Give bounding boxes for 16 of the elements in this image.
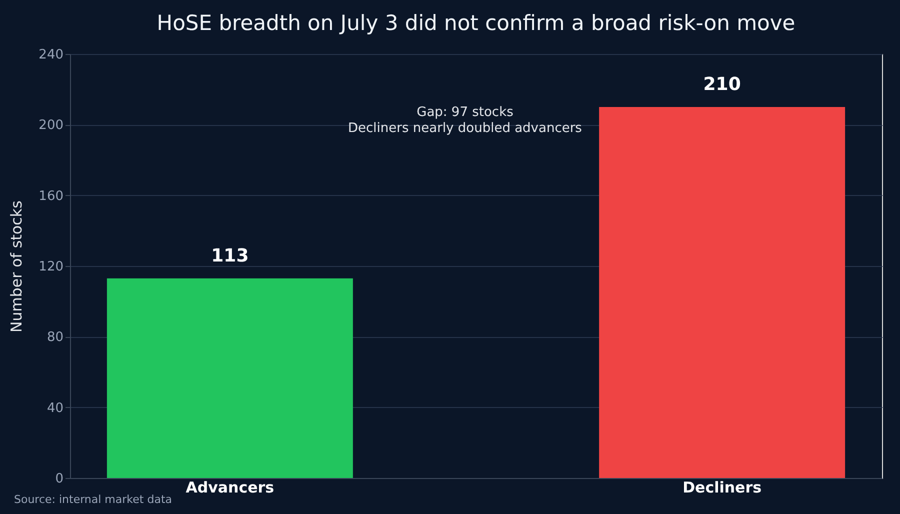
source-note: Source: internal market data [14, 493, 172, 506]
y-tick-label: 120 [38, 260, 64, 274]
annotation: Decliners nearly doubled advancers [348, 121, 582, 136]
data-label: 210 [703, 74, 741, 95]
x-tick-label: Decliners [682, 478, 762, 496]
chart-title: HoSE breadth on July 3 did not confirm a broad risk-on move [156, 11, 796, 35]
y-tick-label: 200 [38, 118, 64, 134]
y-tick-label: 80 [46, 330, 64, 346]
y-tick-label: 160 [38, 188, 64, 204]
y-tick-label: 0 [55, 472, 64, 486]
annotation: Gap: 97 stocks [416, 105, 514, 120]
x-tick-label: Advancers [186, 478, 274, 496]
y-tick-label: 240 [38, 48, 64, 62]
y-axis-title: Number of stocks [8, 200, 26, 332]
y-tick-label: 40 [46, 400, 64, 416]
data-label: 113 [211, 245, 249, 266]
